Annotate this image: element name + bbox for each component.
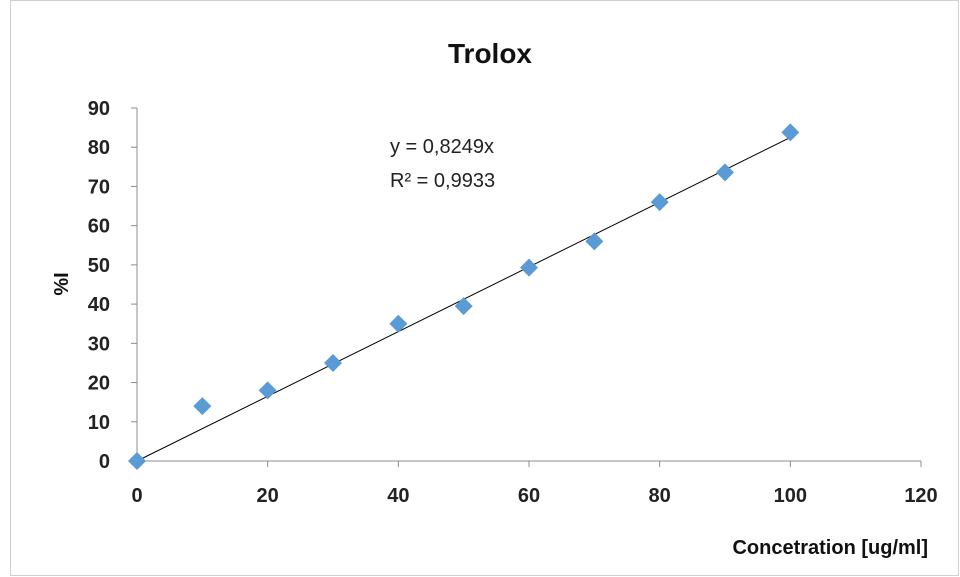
y-tick-label: 60 bbox=[88, 216, 110, 238]
data-point bbox=[454, 297, 473, 316]
data-point bbox=[650, 193, 669, 212]
r-squared-label: R² = 0,9933 bbox=[390, 170, 495, 192]
data-point bbox=[193, 397, 212, 416]
x-tick-label: 60 bbox=[518, 485, 540, 507]
y-tick-label: 40 bbox=[88, 294, 110, 316]
y-tick-label: 70 bbox=[88, 176, 110, 198]
x-tick-label: 0 bbox=[131, 485, 142, 507]
data-point bbox=[389, 314, 408, 333]
data-point bbox=[324, 353, 342, 372]
data-point bbox=[781, 123, 800, 142]
y-tick-label: 10 bbox=[88, 412, 110, 434]
tick-labels: 0 10 20 30 40 50 60 70 80 90 0 20 40 60 80 100 120 bbox=[88, 98, 938, 507]
x-tick-label: 20 bbox=[257, 485, 279, 507]
y-tick-label: 20 bbox=[88, 373, 110, 395]
x-tick-label: 40 bbox=[387, 485, 409, 507]
y-tick-label: 50 bbox=[88, 255, 110, 277]
y-tick-label: 30 bbox=[88, 333, 110, 355]
x-tick-label: 100 bbox=[774, 485, 807, 507]
y-tick-label: 0 bbox=[99, 451, 110, 473]
trendline-equation: y = 0,8249x bbox=[390, 136, 494, 158]
data-point bbox=[258, 381, 277, 400]
y-axis-title: %I bbox=[51, 272, 73, 295]
x-tick-label: 120 bbox=[904, 485, 937, 507]
x-tick-label: 80 bbox=[649, 485, 671, 507]
data-point bbox=[128, 452, 146, 470]
data-point bbox=[716, 163, 734, 182]
axes bbox=[131, 107, 922, 467]
x-axis-title: Concetration [ug/ml] bbox=[732, 537, 928, 559]
data-point bbox=[585, 232, 604, 251]
y-tick-label: 90 bbox=[88, 98, 110, 120]
chart-frame bbox=[10, 0, 959, 576]
y-tick-label: 80 bbox=[88, 137, 110, 159]
data-point bbox=[520, 258, 538, 277]
chart-title: Trolox bbox=[448, 38, 532, 69]
data-points bbox=[128, 123, 800, 470]
